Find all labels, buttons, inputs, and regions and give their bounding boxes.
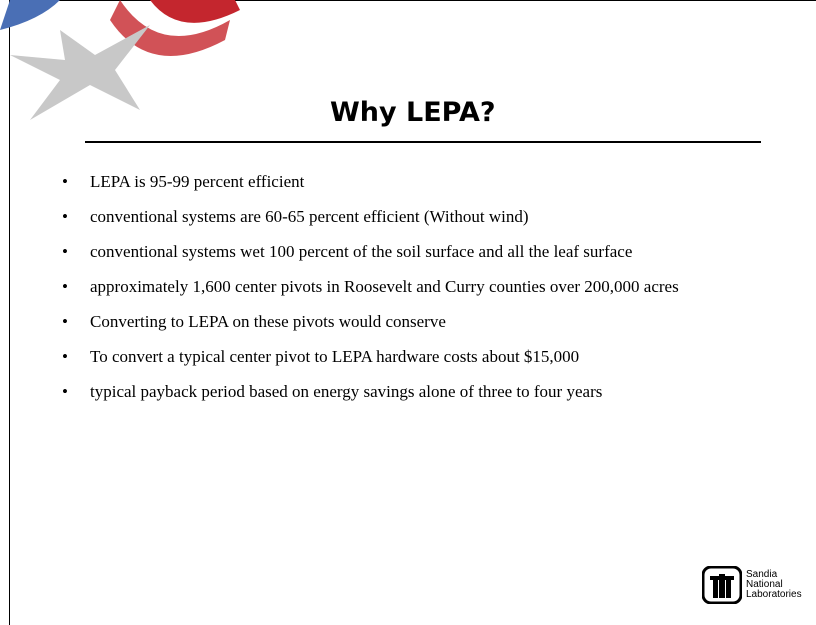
- logo-line: Laboratories: [746, 589, 802, 600]
- bullet: LEPA is 95-99 percent efficient: [62, 172, 762, 192]
- title-rule: [85, 141, 761, 143]
- logo: Sandia National Laboratories: [702, 566, 802, 604]
- star-graphic: [0, 0, 240, 120]
- logo-line: National: [746, 579, 783, 590]
- bullet: conventional systems wet 100 percent of …: [62, 242, 762, 262]
- logo-mark: [702, 566, 742, 604]
- bullet: Converting to LEPA on these pivots would…: [62, 312, 762, 332]
- frame: [9, 0, 816, 625]
- title: Why LEPA?: [330, 97, 496, 128]
- bullet: conventional systems are 60-65 percent e…: [62, 207, 762, 227]
- bullet-list: LEPA is 95-99 percent efficient conventio…: [62, 172, 762, 417]
- bullet: To convert a typical center pivot to LEP…: [62, 347, 762, 367]
- bullet: typical payback period based on energy s…: [62, 382, 762, 402]
- logo-text: Sandia National Laboratories: [746, 570, 802, 600]
- bullet: approximately 1,600 center pivots in Roo…: [62, 277, 762, 297]
- logo-line: Sandia: [746, 569, 778, 580]
